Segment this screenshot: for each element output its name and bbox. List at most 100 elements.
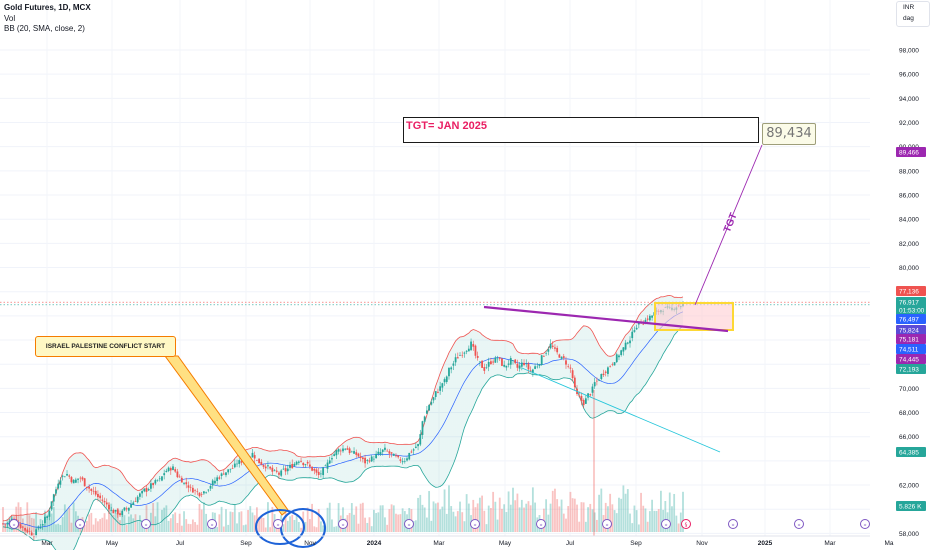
volume-bar	[635, 510, 638, 532]
price-tag-text: 74,445	[899, 357, 919, 364]
candle-body	[271, 467, 274, 472]
volume-bar	[112, 514, 115, 532]
candle-body	[191, 487, 194, 493]
volume-indicator-label[interactable]: Vol	[4, 13, 16, 23]
symbol-title[interactable]: Gold Futures, 1D, MCX	[4, 3, 91, 12]
svg-text:»: »	[539, 522, 542, 528]
candle-body	[99, 495, 102, 499]
volume-bar	[286, 520, 289, 532]
currency-label: INR	[903, 4, 915, 11]
volume-bar	[417, 497, 419, 532]
svg-text:»: »	[210, 522, 213, 528]
volume-bar	[505, 512, 508, 532]
event-marker-icon: »	[602, 519, 612, 529]
bb-indicator-label[interactable]: BB (20, SMA, close, 2)	[4, 24, 85, 33]
candle-body	[361, 457, 364, 460]
price-tag-text: 76,917	[899, 300, 919, 307]
event-marker-icon: »	[860, 519, 870, 529]
volume-bar	[216, 527, 219, 532]
volume-bar	[582, 502, 585, 532]
candle-body	[48, 510, 51, 517]
volume-bar	[492, 491, 495, 532]
volume-bar	[529, 505, 532, 532]
candle-body	[620, 350, 623, 356]
candle-body	[573, 377, 576, 388]
candle-body	[514, 359, 517, 364]
volume-bar	[134, 514, 137, 532]
candle-body	[167, 467, 170, 472]
candle-body	[46, 516, 49, 519]
candle-body	[485, 367, 488, 369]
candle-body	[490, 361, 492, 365]
candle-body	[556, 347, 559, 353]
volume-bar	[4, 524, 7, 532]
candle-body	[130, 504, 132, 508]
candle-body	[284, 468, 287, 472]
candle-body	[375, 453, 378, 459]
candle-body	[315, 469, 318, 473]
volume-bar	[423, 507, 426, 532]
candle-body	[618, 355, 620, 358]
volume-bar	[357, 523, 360, 532]
candle-body	[432, 397, 435, 401]
volume-bar	[571, 498, 574, 532]
price-axis[interactable]: 58,000 62,000 66,000 68,000 70,000 80,000 82,0…	[870, 0, 932, 550]
tgt-projection-line	[694, 144, 763, 306]
candle-body	[474, 345, 477, 356]
candle-body	[483, 367, 486, 371]
price-tag-text: 74,511	[899, 347, 919, 354]
candle-body	[536, 366, 539, 368]
candle-body	[83, 478, 86, 487]
candle-body	[90, 488, 93, 491]
volume-bar	[333, 526, 336, 532]
event-marker-icon: »	[404, 519, 414, 529]
candle-body	[463, 352, 466, 354]
bb-lower-line	[2, 326, 684, 550]
candle-body	[176, 471, 179, 478]
volume-bar	[507, 491, 510, 532]
volume-bar	[428, 491, 431, 532]
target-note-text: TGT= JAN 2025	[406, 120, 488, 132]
volume-bar	[379, 505, 382, 532]
volume-bar	[368, 517, 371, 532]
volume-bar	[558, 506, 561, 532]
volume-bar	[308, 519, 311, 532]
time-axis[interactable]: Mar May Jul Sep Nov 2024 Mar May Jul Sep Nov 2025 Ma…	[0, 535, 894, 547]
price-tag: 72,193	[896, 364, 926, 374]
price-tick-label: 80,000	[899, 265, 919, 272]
volume-bar	[147, 524, 150, 532]
candle-body	[297, 461, 300, 463]
candle-body	[646, 318, 649, 320]
volume-bar	[646, 521, 649, 532]
volume-bar	[136, 521, 139, 532]
candle-body	[547, 349, 550, 352]
volume-bar	[306, 507, 309, 532]
volume-bar	[498, 497, 501, 532]
candle-body	[509, 358, 512, 365]
volume-bar	[644, 508, 647, 532]
candle-body	[132, 502, 135, 505]
price-tick-label: 68,000	[899, 410, 919, 417]
candle-body	[313, 468, 316, 471]
candle-body	[366, 459, 369, 461]
volume-bar	[183, 511, 185, 532]
price-tag: 01:53:00	[896, 305, 926, 315]
volume-bar	[94, 518, 97, 532]
price-tag: 89,466	[896, 147, 926, 157]
candle-body	[187, 485, 190, 488]
volume-bar	[359, 503, 362, 532]
volume-bar	[220, 506, 223, 532]
volume-bar	[390, 504, 393, 532]
currency-unit-box[interactable]: INR dag	[896, 1, 930, 27]
candle-body	[209, 485, 212, 489]
volume-bar	[191, 519, 194, 532]
candle-body	[110, 509, 113, 511]
volume-bar	[326, 507, 329, 532]
event-marker-icon: »	[728, 519, 738, 529]
candle-body	[52, 494, 55, 502]
candle-body	[229, 468, 232, 470]
volume-bar	[653, 510, 656, 532]
candle-body	[571, 370, 574, 378]
